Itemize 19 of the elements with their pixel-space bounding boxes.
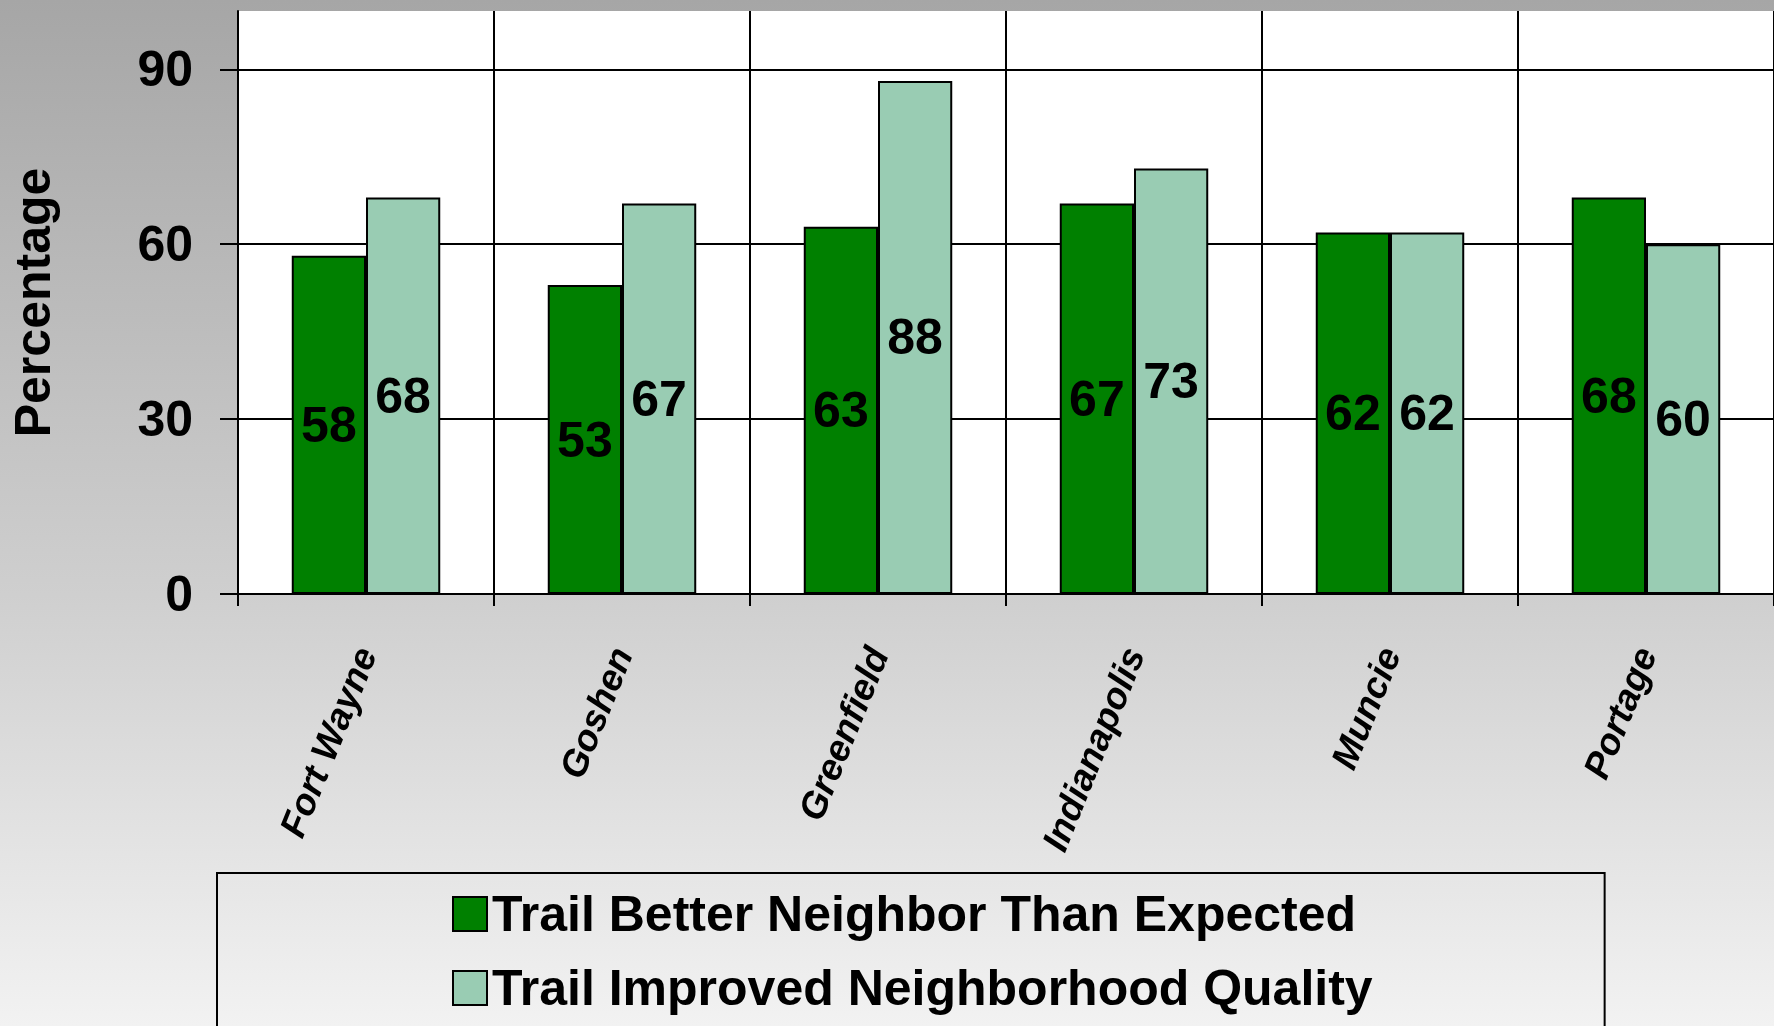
data-label: 67	[631, 370, 687, 427]
data-label: 62	[1325, 385, 1381, 442]
data-label: 63	[813, 382, 869, 439]
y-axis-title: Percentage	[5, 167, 61, 438]
data-label: 88	[887, 309, 943, 366]
data-label: 62	[1399, 385, 1455, 442]
y-tick-label: 90	[137, 41, 193, 98]
y-tick-label: 60	[137, 216, 193, 273]
legend-label: Trail Better Neighbor Than Expected	[492, 886, 1357, 942]
legend-label: Trail Improved Neighborhood Quality	[492, 960, 1373, 1016]
y-tick-label: 30	[137, 391, 193, 448]
data-label: 58	[301, 396, 357, 453]
data-label: 67	[1069, 370, 1125, 427]
data-label: 53	[557, 411, 613, 468]
data-label: 73	[1143, 353, 1199, 410]
y-tick-label: 0	[165, 566, 193, 622]
data-label: 68	[375, 367, 431, 424]
data-label: 60	[1655, 391, 1711, 448]
data-label: 68	[1581, 367, 1637, 424]
